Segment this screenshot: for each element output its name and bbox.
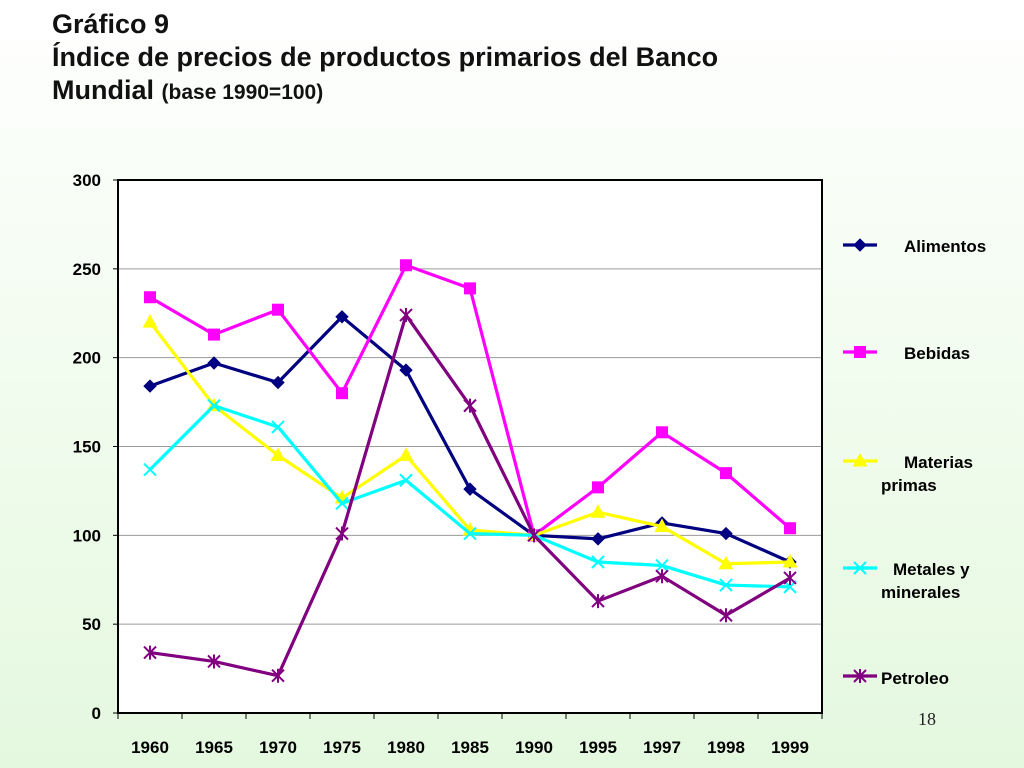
y-tick-label: 250 [73,260,101,279]
data-point-alimentos [143,379,157,393]
data-point-materias-primas [142,314,158,328]
data-point-petroleo [399,308,413,323]
series-petroleo [143,308,797,683]
data-point-bebidas [720,467,732,480]
x-tick-label: 1975 [323,738,361,757]
y-tick-label: 300 [73,171,101,190]
legend-marker [853,561,867,575]
legend-marker [853,669,867,683]
x-tick-label: 1998 [707,738,745,757]
legend-marker [853,238,867,252]
data-point-petroleo [655,569,669,584]
data-point-alimentos [207,356,221,370]
data-point-bebidas [272,303,284,316]
data-point-alimentos [271,375,285,390]
data-point-petroleo [527,528,541,543]
data-point-petroleo [591,594,605,609]
x-tick-label: 1997 [643,738,681,757]
data-point-bebidas [336,387,348,400]
data-point-metales-y-minerales [719,578,733,592]
series-bebidas [144,259,796,542]
data-point-petroleo [463,398,477,413]
data-point-bebidas [144,291,156,304]
data-point-materias-primas [398,447,414,461]
series-metales-y-minerales [143,398,797,594]
title-base-note: (base 1990=100) [161,81,324,104]
legend-item-bebidas: Bebidas [843,344,970,363]
data-point-metales-y-minerales [591,555,605,569]
data-point-materias-primas [782,553,798,568]
data-point-alimentos [719,526,733,541]
x-tick-label: 1980 [387,738,425,757]
data-point-metales-y-minerales [655,558,669,573]
legend-label: minerales [881,583,960,602]
data-point-materias-primas [590,504,606,518]
data-point-metales-y-minerales [399,473,413,487]
data-point-metales-y-minerales [335,496,349,511]
legend-label: Petroleo [881,669,949,688]
series-alimentos [143,310,797,569]
data-point-metales-y-minerales [463,526,477,541]
data-point-petroleo [207,654,221,669]
data-point-alimentos [463,482,477,496]
page-number: 18 [918,709,936,729]
data-point-bebidas [208,328,220,341]
x-tick-label: 1999 [771,738,809,757]
legend-label: primas [881,476,937,495]
slide-title: Gráfico 9 Índice de precios de productos… [52,8,1012,109]
legend-label: Bebidas [904,344,970,363]
data-point-alimentos [399,363,413,377]
legend-label: Alimentos [904,237,986,256]
y-tick-label: 0 [92,704,101,723]
data-point-alimentos [591,532,605,546]
data-point-metales-y-minerales [207,398,221,413]
legend-marker [854,346,866,358]
y-tick-label: 50 [82,615,101,634]
data-point-petroleo [783,570,797,585]
title-main: Índice de precios de productos primarios… [52,42,719,72]
legend-label: Materias [904,453,973,472]
x-tick-label: 1985 [451,738,489,757]
legend-item-metales-y-minerales: Metales y minerales [843,560,970,602]
plot-border [117,179,823,714]
data-point-bebidas [400,259,412,272]
data-point-alimentos [335,310,349,324]
legend-item-materias-primas: Materias primas [843,452,973,495]
y-tick-label: 150 [73,438,101,457]
x-tick-label: 1970 [259,738,297,757]
title-line3: Mundial [52,75,154,105]
data-point-bebidas [784,522,796,535]
data-point-petroleo [143,645,157,660]
data-point-bebidas [656,426,668,439]
y-tick-label: 100 [73,526,101,545]
x-tick-label: 1965 [195,738,233,757]
data-point-petroleo [335,526,349,541]
y-tick-label: 200 [73,349,101,368]
data-point-bebidas [464,282,476,295]
data-point-materias-primas [270,447,286,461]
title-continued: Mundial (base 1990=100) [52,74,1012,109]
data-point-petroleo [271,668,285,683]
data-point-metales-y-minerales [143,462,157,477]
legend: Alimentos Bebidas Materias primas Metales y m… [843,237,986,688]
data-point-metales-y-minerales [271,420,285,434]
data-point-materias-primas [654,518,670,532]
x-tick-label: 1990 [515,738,553,757]
legend-item-alimentos: Alimentos [843,237,986,256]
data-point-petroleo [719,608,733,623]
x-tick-label: 1960 [131,738,169,757]
data-point-bebidas [592,481,604,494]
legend-item-petroleo: Petroleo [843,669,949,688]
legend-marker [852,452,868,467]
chart-number: Gráfico 9 [52,9,170,39]
x-tick-label: 1995 [579,738,617,757]
data-point-materias-primas [718,555,734,570]
legend-label: Metales y [893,560,970,579]
